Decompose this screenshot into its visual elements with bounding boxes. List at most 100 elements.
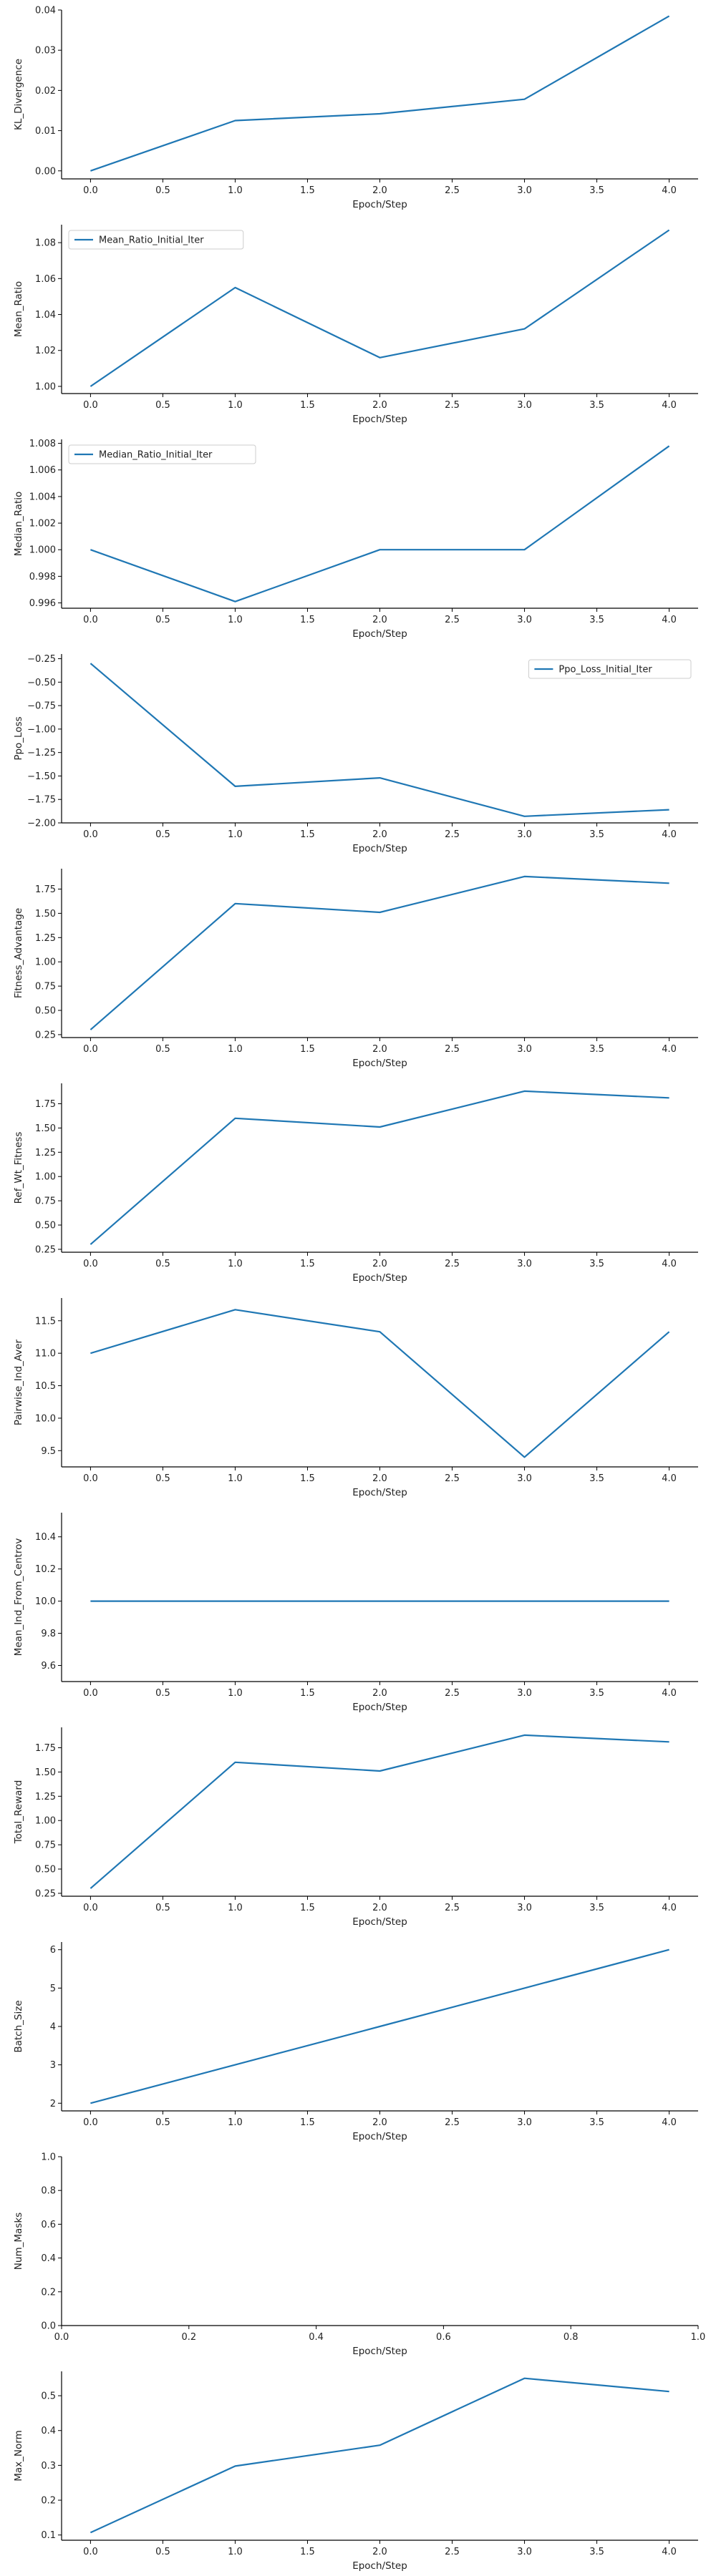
y-tick-label: 1.50: [35, 909, 56, 919]
y-tick-label: −0.25: [27, 654, 56, 665]
x-tick-label: 0.5: [155, 2117, 170, 2128]
x-axis-label: Epoch/Step: [352, 2346, 407, 2357]
chart-panel: 0.0 0.5 1.0 1.5 2.0 2.5 3.0 3.5 4.0 0.996 0.998 1.0…: [13, 439, 698, 640]
y-axis-label: Mean_Ind_From_Centrov: [13, 1538, 24, 1657]
x-tick-label: 3.0: [517, 1044, 532, 1055]
x-tick-label: 0.0: [83, 1688, 98, 1699]
y-tick-label: 10.5: [35, 1381, 56, 1392]
y-tick-label: 1.004: [29, 492, 56, 502]
x-tick-label: 1.0: [228, 2547, 243, 2557]
y-tick-label: 1.08: [35, 238, 56, 249]
y-tick-label: 1.00: [35, 957, 56, 968]
x-tick-label: 1.0: [228, 1903, 243, 1913]
y-tick-label: 0.50: [35, 1221, 56, 1231]
y-tick-label: 1.25: [35, 933, 56, 944]
x-tick-label: 3.5: [589, 1473, 604, 1484]
y-axis-label: Median_Ratio: [13, 492, 24, 557]
x-tick-label: 3.0: [517, 1259, 532, 1269]
x-tick-label: 2.0: [372, 1044, 387, 1055]
x-tick-label: 2.0: [372, 2117, 387, 2128]
x-tick-label: 2.5: [445, 2117, 460, 2128]
y-tick-label: 0.75: [35, 1840, 56, 1851]
x-tick-label: 3.0: [517, 1688, 532, 1699]
y-tick-label: 0.4: [41, 2426, 56, 2436]
x-tick-label: 4.0: [662, 400, 677, 411]
chart-panel: 0.0 0.5 1.0 1.5 2.0 2.5 3.0 3.5 4.0 0.00 0.01 0.02 0…: [13, 6, 698, 210]
y-axis-label: Ppo_Loss: [13, 716, 24, 760]
x-tick-label: 1.5: [300, 1473, 315, 1484]
x-axis-label: Epoch/Step: [352, 843, 407, 854]
x-tick-label: 3.0: [517, 615, 532, 625]
y-tick-label: 1.00: [35, 1172, 56, 1183]
x-tick-label: 2.0: [372, 2547, 387, 2557]
y-tick-label: 0.2: [41, 2287, 56, 2298]
x-tick-label: 0.4: [309, 2332, 324, 2343]
x-tick-label: 3.5: [589, 185, 604, 196]
y-tick-label: −0.50: [27, 678, 56, 688]
y-tick-label: 0.50: [35, 1006, 56, 1017]
x-axis-label: Epoch/Step: [352, 2560, 407, 2572]
x-tick-label: 0.5: [155, 1259, 170, 1269]
y-tick-label: 0.00: [35, 166, 56, 177]
x-tick-label: 2.0: [372, 1903, 387, 1913]
x-tick-label: 3.0: [517, 185, 532, 196]
x-tick-label: 1.0: [691, 2332, 706, 2343]
x-tick-label: 4.0: [662, 615, 677, 625]
x-tick-label: 0.5: [155, 829, 170, 840]
x-tick-label: 4.0: [662, 1688, 677, 1699]
x-tick-label: 1.0: [228, 185, 243, 196]
legend: Mean_Ratio_Initial_Iter: [68, 230, 244, 250]
y-tick-label: 3: [50, 2060, 56, 2071]
x-tick-label: 3.0: [517, 1903, 532, 1913]
chart-panel: 0.0 0.5 1.0 1.5 2.0 2.5 3.0 3.5 4.0 2 3 4 5 6 Epoch/St…: [13, 1942, 698, 2142]
y-tick-label: 0.996: [29, 598, 56, 609]
x-tick-label: 2.0: [372, 1259, 387, 1269]
x-tick-label: 2.5: [445, 615, 460, 625]
y-axis-label: Fitness_Advantage: [13, 908, 24, 998]
chart-panel: 0.0 0.5 1.0 1.5 2.0 2.5 3.0 3.5 4.0 0.25 0.50 0.75 1…: [13, 1727, 698, 1928]
series-line: [90, 1090, 669, 1245]
x-axis-label: Epoch/Step: [352, 199, 407, 210]
y-tick-label: 11.0: [35, 1349, 56, 1360]
x-tick-label: 0.5: [155, 1688, 170, 1699]
y-tick-label: 10.0: [35, 1413, 56, 1424]
y-tick-label: 5: [50, 1984, 56, 1994]
y-tick-label: 0.4: [41, 2253, 56, 2264]
x-tick-label: 4.0: [662, 1259, 677, 1269]
y-tick-label: 9.5: [41, 1446, 56, 1457]
y-tick-label: −1.25: [27, 748, 56, 758]
x-tick-label: 1.5: [300, 615, 315, 625]
x-tick-label: 3.5: [589, 1259, 604, 1269]
legend-label: Mean_Ratio_Initial_Iter: [99, 235, 204, 246]
x-axis-label: Epoch/Step: [352, 2131, 407, 2142]
y-tick-label: 0.1: [41, 2530, 56, 2541]
y-tick-label: 0.03: [35, 46, 56, 57]
x-tick-label: 0.5: [155, 185, 170, 196]
x-tick-label: 2.5: [445, 1903, 460, 1913]
x-tick-label: 3.0: [517, 2117, 532, 2128]
y-tick-label: 1.002: [29, 519, 56, 530]
x-tick-label: 1.0: [228, 1688, 243, 1699]
series-line: [90, 229, 670, 387]
x-tick-label: 3.5: [589, 400, 604, 411]
y-tick-label: 0.02: [35, 86, 56, 97]
x-tick-label: 1.5: [300, 1903, 315, 1913]
x-tick-label: 0.5: [155, 1903, 170, 1913]
y-tick-label: 1.75: [35, 884, 56, 895]
y-tick-label: 0.8: [41, 2186, 56, 2197]
legend-box: [68, 230, 244, 250]
legend-box: [68, 444, 256, 464]
x-tick-label: 3.0: [517, 400, 532, 411]
x-tick-label: 0.2: [181, 2332, 196, 2343]
chart-panel: 0.0 0.5 1.0 1.5 2.0 2.5 3.0 3.5 4.0 0.1 0.2 0.3 0.4 0…: [13, 2371, 698, 2572]
y-tick-label: 0.50: [35, 1865, 56, 1875]
x-tick-label: 4.0: [662, 185, 677, 196]
x-tick-label: 4.0: [662, 1903, 677, 1913]
x-tick-label: 2.5: [445, 1044, 460, 1055]
series-line: [90, 2377, 669, 2534]
y-tick-label: 9.6: [41, 1661, 56, 1672]
y-tick-label: 1.75: [35, 1099, 56, 1110]
x-tick-label: 2.0: [372, 615, 387, 625]
x-tick-label: 2.5: [445, 2547, 460, 2557]
